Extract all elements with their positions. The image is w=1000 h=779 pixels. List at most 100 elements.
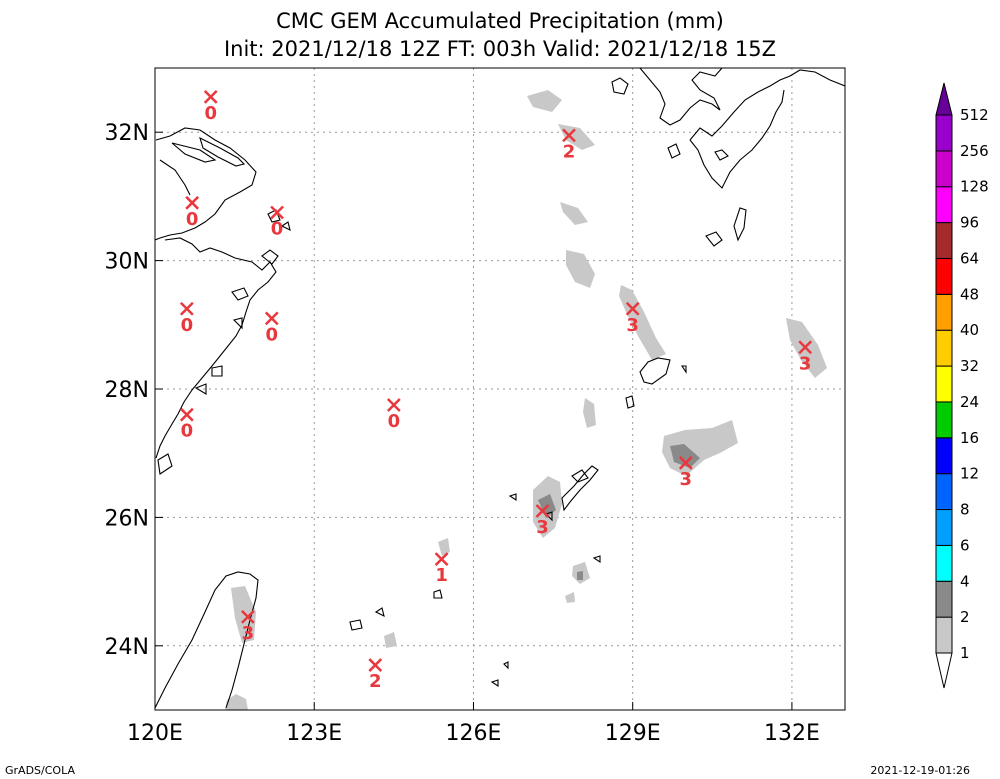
station-x-icon: [798, 340, 813, 355]
station-value: 3: [536, 517, 549, 538]
station-x-icon: [368, 658, 383, 672]
colorbar-swatch: [935, 329, 953, 367]
station-value: 3: [799, 353, 812, 374]
precip-area: [384, 632, 397, 648]
station-value: 0: [181, 315, 194, 336]
coastlines: [155, 68, 845, 709]
colorbar-swatch: [935, 186, 953, 224]
colorbar-swatch: [935, 114, 953, 152]
colorbar-level-label: 8: [960, 501, 970, 519]
station-value: 0: [266, 324, 279, 345]
station-x-icon: [241, 610, 255, 624]
colorbar-level-label: 4: [960, 572, 970, 590]
y-tick-label: 32N: [105, 121, 149, 146]
colorbar-level-label: 128: [960, 178, 989, 196]
station-value: 3: [680, 469, 693, 490]
station-marker: 3: [241, 610, 255, 644]
station-value: 2: [563, 141, 576, 162]
station-marker: 3: [678, 455, 693, 490]
colorbar-swatch: [935, 580, 953, 618]
footer-credit: GrADS/COLA: [5, 764, 75, 777]
precip-area: [670, 444, 700, 468]
colorbar-high-arrow: [935, 82, 953, 116]
station-x-icon: [203, 90, 218, 104]
colorbar-swatch: [935, 616, 953, 654]
x-tick-label: 129E: [605, 721, 661, 746]
station-value: 3: [626, 315, 639, 336]
colorbar-level-label: 512: [960, 106, 989, 124]
precip-area: [577, 571, 583, 580]
station-marker: 0: [264, 311, 279, 345]
station-x-icon: [535, 504, 550, 518]
station-marker: 1: [434, 552, 449, 586]
footer-timestamp: 2021-12-19-01:26: [870, 764, 970, 777]
station-markers: 0 0 0 0 0 0 0 2 3 3 3 3 1 3 2: [179, 90, 813, 692]
colorbar-level-label: 12: [960, 465, 979, 483]
colorbar-swatch: [935, 365, 953, 403]
colorbar-level-label: 64: [960, 249, 979, 267]
colorbar-level-label: 48: [960, 285, 979, 303]
precip-area: [565, 592, 575, 603]
station-x-icon: [270, 205, 284, 220]
station-marker: 0: [386, 398, 401, 432]
station-marker: 0: [179, 407, 194, 442]
x-tick-label: 120E: [127, 721, 183, 746]
precip-area: [225, 694, 248, 710]
x-tick-label: 126E: [446, 721, 502, 746]
station-marker: 3: [625, 301, 640, 336]
axis-ticks: 120E 123E 126E 129E 132E 24N 26N 28N 30N 32N: [105, 121, 820, 746]
colorbar-level-label: 256: [960, 142, 989, 160]
station-x-icon: [678, 455, 693, 470]
colorbar-level-label: 6: [960, 536, 970, 554]
station-x-icon: [386, 398, 401, 412]
precipitation-shading: [225, 90, 827, 710]
y-tick-label: 26N: [105, 506, 149, 531]
station-marker: 0: [179, 301, 194, 336]
colorbar-swatch: [935, 473, 953, 511]
colorbar-level-label: 96: [960, 214, 979, 232]
precip-area: [619, 285, 666, 360]
station-marker: 2: [562, 128, 576, 162]
colorbar-swatch: [935, 150, 953, 188]
station-x-icon: [185, 195, 200, 210]
station-value: 1: [435, 565, 448, 586]
colorbar-swatch: [935, 293, 953, 331]
station-x-icon: [264, 311, 279, 326]
chart-subtitle: Init: 2021/12/18 12Z FT: 003h Valid: 202…: [223, 37, 777, 61]
colorbar-low-arrow: [935, 652, 953, 689]
station-value: 0: [181, 421, 194, 442]
station-x-icon: [434, 552, 449, 567]
station-x-icon: [179, 407, 194, 422]
precip-area: [558, 124, 595, 150]
precip-area: [231, 586, 256, 643]
chart-title: CMC GEM Accumulated Precipitation (mm): [276, 9, 724, 33]
station-value: 0: [204, 103, 217, 124]
precip-area: [438, 538, 450, 556]
precip-area: [560, 202, 588, 225]
y-tick-label: 24N: [105, 635, 149, 660]
station-value: 2: [369, 671, 382, 692]
station-marker: 3: [798, 340, 813, 374]
y-tick-label: 30N: [105, 250, 149, 275]
station-x-icon: [562, 128, 576, 143]
colorbar-level-label: 24: [960, 393, 979, 411]
station-value: 0: [388, 411, 401, 432]
station-value: 3: [242, 623, 255, 644]
colorbar-swatch: [935, 437, 953, 475]
y-tick-label: 28N: [105, 378, 149, 403]
precip-area: [527, 90, 562, 112]
station-marker: 3: [535, 504, 550, 538]
x-tick-label: 132E: [764, 721, 820, 746]
colorbar-level-label: 1: [960, 644, 970, 662]
precip-area: [566, 250, 595, 288]
colorbar-level-label: 40: [960, 321, 979, 339]
station-x-icon: [179, 301, 194, 316]
station-x-icon: [625, 301, 640, 316]
colorbar-level-label: 2: [960, 608, 970, 626]
precip-area: [583, 398, 596, 428]
station-marker: 0: [203, 90, 218, 124]
colorbar-swatch: [935, 257, 953, 295]
station-value: 0: [271, 218, 284, 239]
